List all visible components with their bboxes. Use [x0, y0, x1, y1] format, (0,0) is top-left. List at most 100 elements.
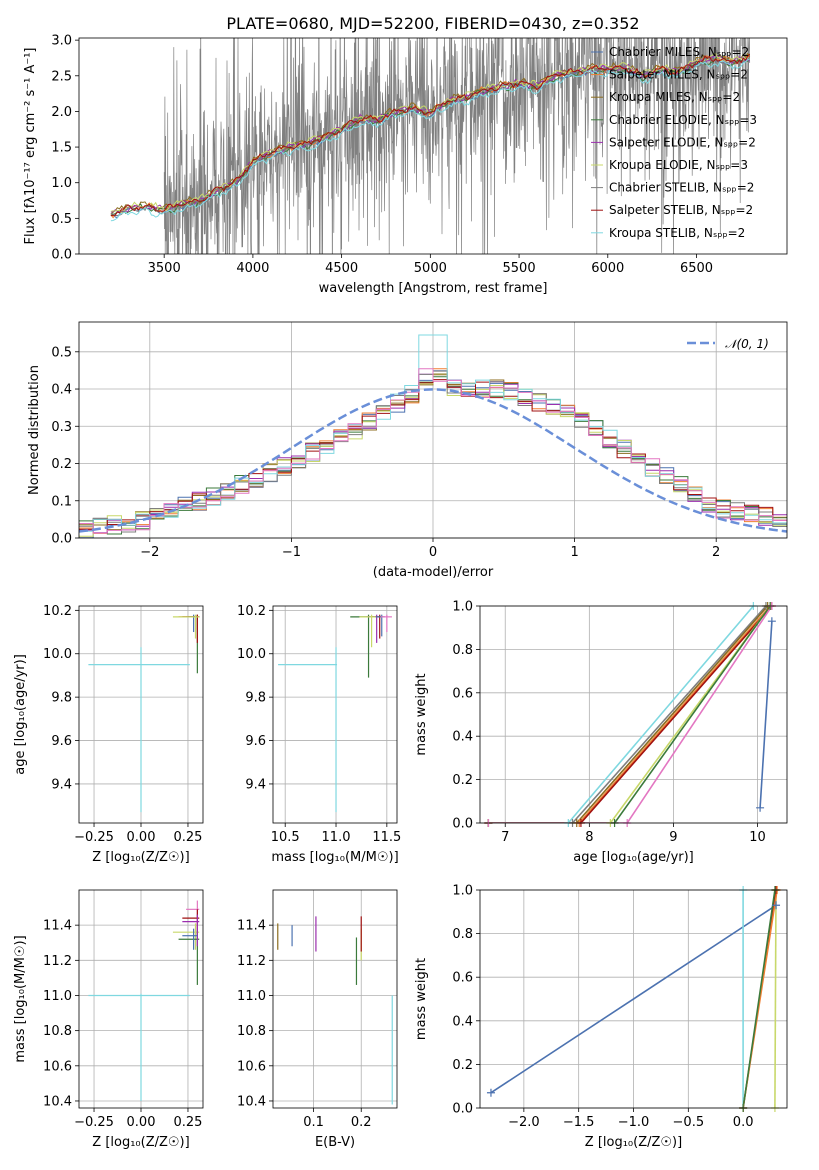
axes-frame	[272, 889, 398, 1109]
y-tick-label: 11.2	[43, 954, 72, 969]
x-tick-label: 6000	[591, 261, 624, 276]
mass-weight-line	[774, 890, 777, 1108]
y-tick-label: 0.3	[51, 420, 72, 435]
panel-residuals: −2 −1 0 1 2 0.0 0.1 0.2 0.3 0.4 0.5 (data-model)/er…	[27, 321, 788, 580]
y-tick-label: 10.0	[43, 647, 72, 662]
y-tick-label: 0.8	[452, 643, 473, 658]
y-tick-label: 1.0	[452, 884, 473, 899]
model-line	[110, 55, 751, 217]
x-tick-label: −2.0	[508, 1115, 540, 1130]
mass-weight-line	[488, 606, 773, 823]
mass-weight-line	[488, 606, 771, 823]
legend-entry: Kroupa STELIB, Nₛₚₚ=2	[609, 226, 745, 240]
legend-entry: Chabrier ELODIE, Nₛₚₚ=3	[609, 113, 757, 127]
y-axis-label: Flux [fλ10⁻¹⁷ erg cm⁻² s⁻¹ A⁻¹]	[23, 48, 38, 245]
x-tick-label: −2	[140, 545, 159, 560]
y-tick-label: 10.4	[43, 1094, 72, 1109]
axes-frame	[78, 37, 788, 255]
x-tick-label: 0	[429, 545, 437, 560]
mass-weight-line	[490, 904, 777, 1094]
y-tick-label: 0.4	[51, 383, 72, 398]
normal-curve	[79, 388, 787, 533]
y-tick-label: 1.5	[51, 141, 72, 156]
y-axis-label: age [log₁₀(age/yr)]	[13, 654, 28, 775]
observed-spectrum	[163, 38, 751, 254]
y-tick-label: 0.0	[452, 1102, 473, 1117]
y-tick-label: 0.4	[452, 1014, 473, 1029]
y-tick-label: 0.4	[452, 730, 473, 745]
mass-weight-line	[759, 621, 773, 808]
y-tick-label: 2.5	[51, 69, 72, 84]
panel-age-vs-Z: −0.25 0.00 0.25 9.4 9.6 9.8 10.0 10.2 Z [log₁₀(Z…	[13, 604, 204, 865]
y-tick-label: 0.6	[452, 971, 473, 986]
y-tick-label: 3.0	[51, 34, 72, 49]
x-tick-label: −1.5	[563, 1115, 595, 1130]
y-tick-label: 1.0	[452, 600, 473, 615]
y-tick-label: 11.0	[237, 989, 266, 1004]
legend-entry: Kroupa ELODIE, Nₛₚₚ=3	[609, 158, 748, 172]
x-tick-label: 7	[501, 830, 509, 845]
y-tick-label: 9.6	[245, 734, 266, 749]
data-marker	[772, 901, 781, 910]
x-tick-label: 5500	[503, 261, 536, 276]
x-tick-label: 0.00	[127, 830, 156, 845]
axes-frame	[78, 605, 204, 824]
panel-massweight-vs-Z: −2.0 −1.5 −1.0 −0.5 0.0 0.0 0.2 0.4 0.6 0.8 1.0 Z […	[414, 884, 788, 1150]
x-tick-label: 0.00	[127, 1115, 156, 1130]
y-tick-label: 9.8	[245, 691, 266, 706]
y-tick-label: 11.4	[237, 919, 266, 934]
x-tick-label: 6500	[680, 261, 713, 276]
y-tick-label: 9.6	[51, 734, 72, 749]
x-axis-label: Z [log₁₀(Z/Z☉)]	[92, 1135, 189, 1150]
axes-frame	[479, 605, 788, 824]
x-tick-label: 1	[570, 545, 578, 560]
panel-massweight-vs-age: 7 8 9 10 0.0 0.2 0.4 0.6 0.8 1.0 age [log₁₀(age/yr…	[414, 600, 788, 865]
axes-frame	[78, 321, 788, 539]
x-tick-label: 8	[585, 830, 593, 845]
legend-entry: Salpeter ELODIE, Nₛₚₚ=2	[609, 135, 756, 149]
y-tick-label: 9.4	[51, 777, 72, 792]
y-tick-label: 0.5	[51, 212, 72, 227]
x-tick-label: −1	[282, 545, 301, 560]
y-tick-label: 2.0	[51, 105, 72, 120]
x-tick-label: 0.25	[173, 830, 202, 845]
x-tick-label: 9	[669, 830, 677, 845]
y-tick-label: 10.8	[237, 1024, 266, 1039]
x-tick-label: −0.5	[673, 1115, 705, 1130]
model-line	[110, 53, 751, 217]
y-axis-label: mass weight	[414, 958, 429, 1040]
y-tick-label: 0.2	[452, 773, 473, 788]
y-tick-label: 0.6	[452, 686, 473, 701]
mass-weight-line	[488, 606, 773, 823]
data-marker	[486, 1088, 495, 1097]
mass-weight-line	[488, 606, 771, 823]
legend-entry: Kroupa MILES, Nₛₚₚ=2	[609, 90, 740, 104]
x-tick-label: 4000	[236, 261, 269, 276]
y-tick-label: 0.0	[51, 532, 72, 547]
plot-area-massweight-vs-Z	[490, 890, 778, 1108]
plot-area-spectrum	[110, 38, 751, 254]
legend-entry: Chabrier MILES, Nₛₚₚ=2	[609, 45, 749, 59]
y-tick-label: 10.8	[43, 1024, 72, 1039]
y-tick-label: 0.2	[452, 1058, 473, 1073]
legend-entry: Salpeter MILES, Nₛₚₚ=2	[609, 68, 748, 82]
axes-frame	[479, 889, 788, 1109]
y-tick-label: 9.4	[245, 777, 266, 792]
x-tick-label: 0.1	[303, 1115, 324, 1130]
x-axis-label: Z [log₁₀(Z/Z☉)]	[92, 850, 189, 865]
axes-frame	[272, 605, 398, 824]
mass-weight-line	[488, 606, 755, 823]
x-tick-label: 11.0	[322, 830, 351, 845]
panel-mass-vs-EBV: 0.1 0.2 10.4 10.6 10.8 11.0 11.2 11.4 E(B-V)	[237, 889, 398, 1150]
x-tick-label: 5000	[414, 261, 447, 276]
figure-title: PLATE=0680, MJD=52200, FIBERID=0430, z=0…	[226, 14, 639, 33]
y-tick-label: 0.1	[51, 494, 72, 509]
y-tick-label: 9.8	[51, 691, 72, 706]
x-tick-label: 3500	[148, 261, 181, 276]
mass-weight-line	[488, 606, 771, 823]
x-axis-label: wavelength [Angstrom, rest frame]	[319, 281, 548, 296]
x-tick-label: 2	[712, 545, 720, 560]
y-tick-label: 10.6	[43, 1059, 72, 1074]
legend-entry: 𝒩(0, 1)	[725, 337, 769, 351]
